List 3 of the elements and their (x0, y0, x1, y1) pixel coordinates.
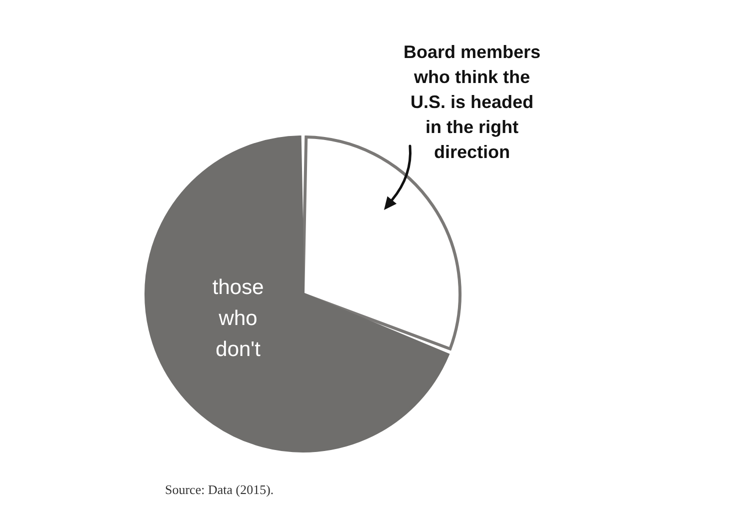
slice-label: those who don't (212, 276, 264, 362)
slice-label: Board members who think the U.S. is headed in the right direction (403, 42, 541, 162)
source-note: Source: Data (2015). (165, 482, 274, 497)
